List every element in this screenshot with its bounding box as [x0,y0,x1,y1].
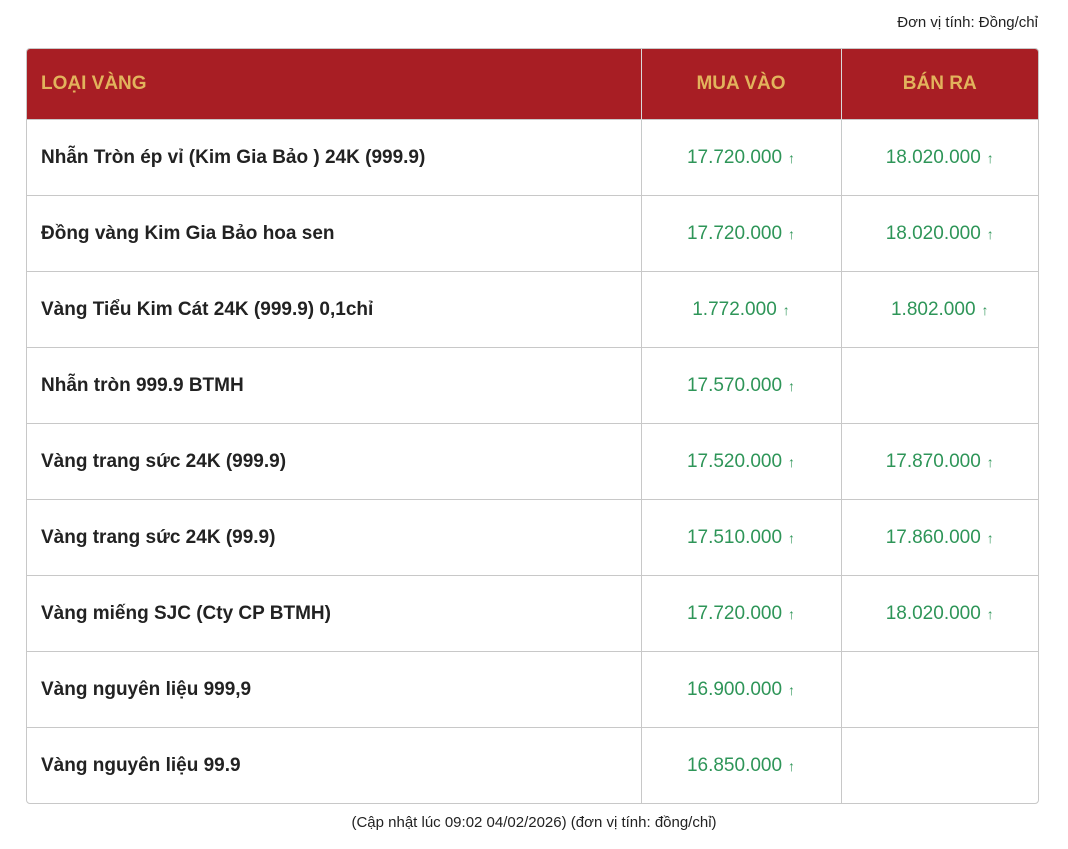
arrow-up-icon: ↑ [788,605,796,622]
header-sell: BÁN RA [841,49,1038,120]
table-row: Vàng trang sức 24K (999.9) 17.520.000 ↑ 17.… [27,423,1038,500]
table-row: Vàng Tiểu Kim Cát 24K (999.9) 0,1chỉ 1.77… [27,271,1038,348]
sell-price-cell [841,651,1038,728]
sell-price: 1.802.000 [890,298,976,320]
buy-price: 17.720.000 [686,602,783,624]
arrow-up-icon: ↑ [788,453,796,470]
sell-price: 18.020.000 [885,602,981,624]
arrow-up-icon: ↑ [986,225,994,242]
arrow-up-icon: ↑ [986,149,994,166]
update-note: (Cập nhật lúc 09:02 04/02/2026) (đơn vị … [351,814,717,831]
sell-price-cell: 1.802.000 ↑ [841,271,1038,348]
table-row: Đồng vàng Kim Gia Bảo hoa sen 17.720.000 ↑… [27,195,1038,272]
buy-price: 17.520.000 [686,450,783,472]
sell-price: 18.020.000 [885,222,981,244]
buy-price-cell: 16.850.000 ↑ [641,727,842,803]
gold-type: Nhẫn Tròn ép vỉ (Kim Gia Bảo ) 24K (999.… [27,119,642,196]
gold-type: Đồng vàng Kim Gia Bảo hoa sen [27,195,642,272]
table-row: Vàng nguyên liệu 99.9 16.850.000 ↑ [27,727,1038,803]
gold-type: Vàng miếng SJC (Cty CP BTMH) [27,575,642,652]
buy-price: 17.720.000 [686,146,783,168]
sell-price-cell: 17.870.000 ↑ [841,423,1038,500]
sell-price-cell: 17.860.000 ↑ [841,499,1038,576]
buy-price: 16.850.000 [686,754,783,776]
gold-price-table: LOẠI VÀNG MUA VÀO BÁN RA Nhẫn Tròn ép vỉ… [26,48,1039,804]
buy-price-cell: 1.772.000 ↑ [641,271,842,348]
table-row: Vàng nguyên liệu 999,9 16.900.000 ↑ [27,651,1038,728]
sell-price-cell [841,347,1038,424]
buy-price-cell: 17.720.000 ↑ [641,195,842,272]
gold-type: Nhẫn tròn 999.9 BTMH [27,347,642,424]
header-buy: MUA VÀO [641,49,842,120]
arrow-up-icon: ↑ [788,757,796,774]
arrow-up-icon: ↑ [788,529,796,546]
buy-price-cell: 17.570.000 ↑ [641,347,842,424]
arrow-up-icon: ↑ [981,301,989,318]
table-header-row: LOẠI VÀNG MUA VÀO BÁN RA [27,49,1038,120]
gold-type: Vàng Tiểu Kim Cát 24K (999.9) 0,1chỉ [27,271,642,348]
sell-price: 17.870.000 [885,450,981,472]
table-row: Nhẫn tròn 999.9 BTMH 17.570.000 ↑ [27,347,1038,424]
buy-price: 17.510.000 [686,526,783,548]
buy-price: 1.772.000 [692,298,777,320]
gold-type: Vàng trang sức 24K (999.9) [27,423,642,500]
table-row: Vàng trang sức 24K (99.9) 17.510.000 ↑ 17.8… [27,499,1038,576]
sell-price-cell: 18.020.000 ↑ [841,575,1038,652]
buy-price-cell: 17.510.000 ↑ [641,499,842,576]
table-row: Nhẫn Tròn ép vỉ (Kim Gia Bảo ) 24K (999.… [27,119,1038,196]
arrow-up-icon: ↑ [788,681,796,698]
gold-type: Vàng trang sức 24K (99.9) [27,499,642,576]
arrow-up-icon: ↑ [986,453,994,470]
arrow-up-icon: ↑ [986,529,994,546]
sell-price: 18.020.000 [885,146,981,168]
sell-price-cell: 18.020.000 ↑ [841,119,1038,196]
buy-price-cell: 17.520.000 ↑ [641,423,842,500]
arrow-up-icon: ↑ [782,301,790,318]
gold-type: Vàng nguyên liệu 99.9 [27,727,642,803]
arrow-up-icon: ↑ [788,149,796,166]
sell-price-cell [841,727,1038,803]
arrow-up-icon: ↑ [788,377,796,394]
buy-price: 16.900.000 [686,678,783,700]
buy-price: 17.720.000 [686,222,783,244]
sell-price-cell: 18.020.000 ↑ [841,195,1038,272]
buy-price-cell: 17.720.000 ↑ [641,575,842,652]
arrow-up-icon: ↑ [986,605,994,622]
sell-price: 17.860.000 [885,526,981,548]
header-gold-type: LOẠI VÀNG [27,49,642,120]
gold-type: Vàng nguyên liệu 999,9 [27,651,642,728]
buy-price-cell: 16.900.000 ↑ [641,651,842,728]
unit-label: Đơn vị tính: Đồng/chỉ [897,14,1038,31]
buy-price: 17.570.000 [686,374,783,396]
table-row: Vàng miếng SJC (Cty CP BTMH) 17.720.000 ↑ 1… [27,575,1038,652]
arrow-up-icon: ↑ [788,225,796,242]
buy-price-cell: 17.720.000 ↑ [641,119,842,196]
